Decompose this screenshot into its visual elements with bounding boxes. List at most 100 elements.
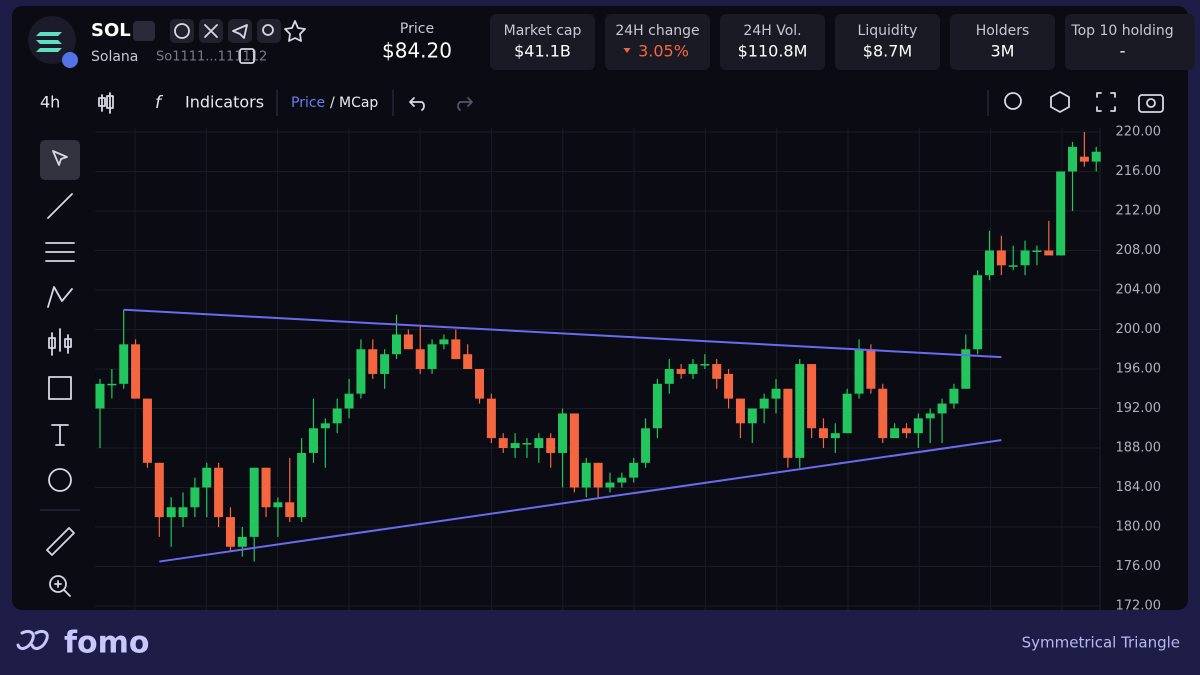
- candle-body: [783, 388, 793, 458]
- prediction-tool[interactable]: [48, 328, 72, 356]
- stat-value: -: [1120, 42, 1126, 61]
- candle-body: [202, 467, 212, 488]
- candle-body: [142, 398, 152, 463]
- y-tick-label: 188.00: [1116, 441, 1162, 456]
- candle-body: [771, 388, 781, 399]
- telegram-button[interactable]: [228, 19, 252, 43]
- text-tool[interactable]: [51, 424, 69, 446]
- candle-body: [273, 502, 283, 508]
- candle-body: [131, 344, 141, 399]
- indicators[interactable]: Indicators: [185, 93, 264, 112]
- symbol: SOL: [91, 20, 131, 41]
- stat-value: 3M: [991, 42, 1015, 61]
- cursor-icon: [52, 150, 68, 166]
- fullscreen-icon[interactable]: [1096, 92, 1116, 112]
- search-button[interactable]: [257, 19, 281, 43]
- candle-body: [190, 487, 200, 508]
- candle-body: [285, 502, 295, 518]
- candle-body: [1091, 151, 1101, 162]
- candle-body: [724, 373, 734, 399]
- zoom-icon: [54, 580, 71, 597]
- copy-icon[interactable]: [239, 48, 255, 64]
- candle-body: [901, 428, 911, 434]
- stat-box: [605, 14, 710, 70]
- candle-body: [534, 438, 544, 448]
- y-tick-label: 192.00: [1116, 401, 1162, 416]
- interval[interactable]: 4h: [40, 93, 60, 112]
- candle-body: [878, 388, 888, 439]
- candle-body: [830, 433, 840, 439]
- candle-body: [1032, 250, 1042, 252]
- candle-body: [1008, 265, 1018, 267]
- price-toggle[interactable]: Price: [291, 95, 325, 111]
- y-tick-label: 184.00: [1116, 480, 1162, 495]
- candle-body: [925, 413, 935, 419]
- candle-body: [652, 383, 662, 429]
- candle-body: [866, 349, 876, 389]
- x-icon: [204, 24, 218, 38]
- stat-box: [1065, 14, 1195, 70]
- y-tick-label: 216.00: [1116, 164, 1162, 179]
- stat-label: Market cap: [504, 23, 582, 39]
- candle-body: [344, 393, 354, 409]
- candle-type-icon[interactable]: [98, 92, 114, 114]
- y-tick-label: 172.00: [1116, 599, 1162, 614]
- zoom-tool[interactable]: [49, 575, 67, 593]
- menu-button[interactable]: [133, 21, 155, 41]
- candle-body: [747, 408, 757, 424]
- candle-body: [308, 428, 318, 453]
- telegram-icon: [232, 24, 248, 39]
- candle-body: [937, 403, 947, 414]
- candle-body: [119, 344, 129, 384]
- search-icon: [262, 24, 274, 36]
- stat-box: [490, 14, 595, 70]
- candle-body: [700, 364, 710, 366]
- candle-body: [1068, 146, 1078, 172]
- star-icon[interactable]: [284, 20, 306, 42]
- social-icons: [170, 19, 306, 43]
- candle-body: [807, 364, 817, 429]
- pattern-name: Symmetrical Triangle: [1022, 634, 1180, 652]
- plot: 172.00 176.00 180.00 184.00 188.00 192.00 196.…: [95, 125, 1161, 614]
- camera-icon[interactable]: [1138, 94, 1164, 113]
- candle-body: [818, 428, 828, 439]
- web-button[interactable]: [170, 19, 194, 43]
- candle-body: [795, 364, 805, 458]
- camera-lens: [1146, 98, 1156, 108]
- y-tick-label: 180.00: [1116, 520, 1162, 535]
- y-tick-label: 208.00: [1116, 243, 1162, 258]
- token-name: Solana: [91, 49, 138, 65]
- stat-value: 3.05%: [638, 42, 689, 61]
- stat-box: [835, 14, 940, 70]
- candle-body: [1020, 250, 1030, 266]
- line-tool[interactable]: [47, 193, 73, 219]
- emoji-tool[interactable]: [48, 468, 72, 492]
- stat-box: [950, 14, 1055, 70]
- candle-body: [510, 443, 520, 448]
- trendline: [159, 439, 1002, 563]
- candle-body: [712, 364, 722, 379]
- pattern-tool[interactable]: [47, 286, 73, 308]
- candle-body: [605, 482, 615, 488]
- candle-body: [973, 275, 983, 350]
- token-logo: [36, 32, 62, 52]
- candle-body: [854, 349, 864, 394]
- ruler-tool[interactable]: [46, 527, 75, 556]
- candle-body: [546, 438, 556, 453]
- candle-body: [735, 398, 745, 424]
- settings-icon[interactable]: [1050, 91, 1070, 113]
- candle-body: [403, 334, 413, 350]
- replay-icon[interactable]: [1004, 92, 1022, 110]
- candle-body: [356, 349, 366, 394]
- undo-icon[interactable]: [409, 97, 425, 111]
- mcap-toggle[interactable]: MCap: [339, 95, 378, 111]
- candle-body: [237, 536, 247, 547]
- fib-tool[interactable]: [45, 242, 75, 262]
- stats: Market cap $41.1B 24H change 3.05% 24H Vol. $…: [490, 14, 1195, 70]
- candle-body: [463, 354, 473, 369]
- shape-tool[interactable]: [48, 376, 72, 400]
- candle-body: [996, 250, 1006, 266]
- redo-icon[interactable]: [457, 97, 473, 111]
- stat-label: Liquidity: [858, 23, 918, 39]
